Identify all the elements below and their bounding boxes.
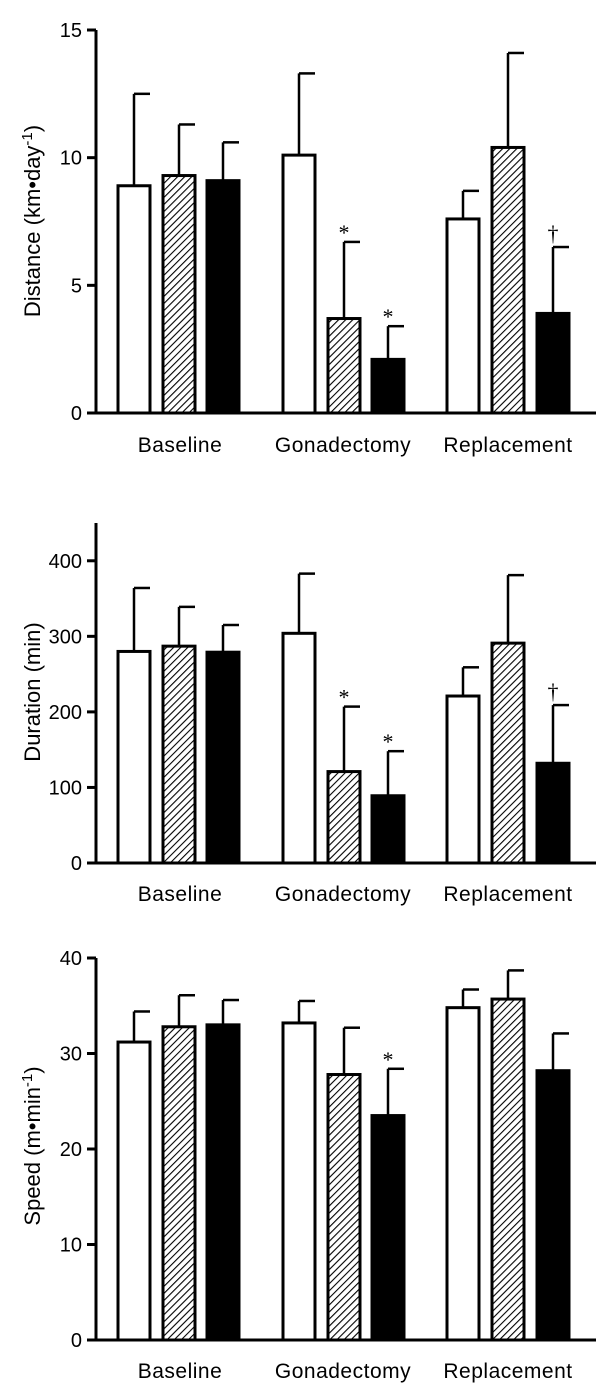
bar <box>326 770 362 865</box>
y-tick-label: 0 <box>71 403 82 425</box>
y-tick-label: 0 <box>71 1330 82 1352</box>
significance-mark: * <box>383 304 394 329</box>
bar <box>161 1025 197 1342</box>
bar <box>116 649 152 865</box>
y-tick-label: 100 <box>49 777 82 799</box>
significance-mark: * <box>383 729 394 754</box>
bar <box>161 644 197 865</box>
x-category-label: Replacement <box>443 434 572 457</box>
x-category-label: Replacement <box>443 883 572 906</box>
x-category-label: Baseline <box>138 1360 223 1383</box>
significance-mark: * <box>383 1047 394 1072</box>
significance-mark: † <box>548 221 559 246</box>
y-tick-label: 20 <box>60 1139 82 1161</box>
y-tick-label: 10 <box>60 1235 82 1257</box>
bar <box>535 1069 571 1342</box>
bar <box>161 174 197 415</box>
significance-mark: * <box>339 220 350 245</box>
chart-panel-1: 0 5 10 15 Distance (km•day-1) * * † Baseline Gona… <box>19 20 596 457</box>
y-tick-label: 0 <box>71 853 82 875</box>
bar <box>445 694 481 865</box>
bar <box>116 184 152 415</box>
bar <box>445 1006 481 1342</box>
y-tick-label: 30 <box>60 1044 82 1066</box>
bar <box>535 311 571 415</box>
bar <box>205 650 241 865</box>
bar <box>490 641 526 865</box>
y-tick-label: 400 <box>49 551 82 573</box>
bar <box>445 217 481 415</box>
bar <box>490 145 526 415</box>
y-tick-label: 15 <box>60 20 82 42</box>
chart-panel-2: 0 100 200 300 400 Duration (min) * * † Baseline Go… <box>20 523 596 906</box>
x-category-label: Gonadectomy <box>275 1360 411 1383</box>
bar <box>490 997 526 1342</box>
bar <box>116 1040 152 1342</box>
bar <box>370 1114 406 1342</box>
y-axis-title: Duration (min) <box>20 622 45 761</box>
y-axis-title: Distance (km•day-1) <box>19 125 46 317</box>
x-category-label: Gonadectomy <box>275 434 411 457</box>
bar <box>535 761 571 865</box>
y-tick-label: 5 <box>71 275 82 297</box>
bar <box>205 1023 241 1342</box>
y-tick-label: 40 <box>60 948 82 970</box>
bar <box>205 179 241 415</box>
bar <box>281 1021 317 1342</box>
y-axis-title: Speed (m•min-1) <box>19 1066 46 1225</box>
significance-mark: † <box>548 679 559 704</box>
y-tick-label: 10 <box>60 148 82 170</box>
bar <box>281 631 317 865</box>
x-category-label: Baseline <box>138 434 223 457</box>
chart-panel-3: 0 10 20 30 40 Speed (m•min-1) * Baseline Gonadec… <box>19 948 596 1383</box>
bar <box>326 1073 362 1342</box>
significance-mark: * <box>339 685 350 710</box>
y-tick-label: 300 <box>49 626 82 648</box>
bar <box>326 317 362 415</box>
x-category-label: Replacement <box>443 1360 572 1383</box>
bar <box>281 153 317 415</box>
bar <box>370 794 406 865</box>
y-tick-label: 200 <box>49 702 82 724</box>
x-category-label: Baseline <box>138 883 223 906</box>
bar <box>370 357 406 415</box>
x-category-label: Gonadectomy <box>275 883 411 906</box>
